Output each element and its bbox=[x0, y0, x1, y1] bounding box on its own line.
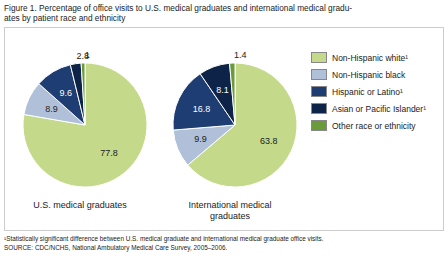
html-text:Other race or ethnicity: Other race or ethnicity bbox=[332, 120, 416, 131]
html-text:ates by patient race and ethni: ates by patient race and ethnicity bbox=[4, 13, 126, 23]
html-text:SOURCE: CDC/NCHS, National Amb: SOURCE: CDC/NCHS, National Ambulatory Me… bbox=[4, 244, 228, 251]
svg-text:8.9: 8.9 bbox=[45, 104, 58, 114]
html-text:Hispanic or Latino¹: Hispanic or Latino¹ bbox=[332, 86, 403, 97]
html-text:Non-Hispanic white¹: Non-Hispanic white¹ bbox=[332, 52, 409, 63]
svg-text:2.8: 2.8 bbox=[76, 51, 89, 61]
html-text:¹Statistically significant dif: ¹Statistically significant difference be… bbox=[4, 235, 324, 242]
svg-text:63.8: 63.8 bbox=[260, 136, 278, 146]
html-text:U.S. medical graduates: U.S. medical graduates bbox=[33, 200, 127, 210]
html-text:International medical: International medical bbox=[188, 200, 272, 210]
svg-text:16.8: 16.8 bbox=[193, 104, 211, 114]
svg-text:9.6: 9.6 bbox=[60, 88, 73, 98]
svg-text:8.1: 8.1 bbox=[216, 85, 229, 95]
html-text:Non-Hispanic black: Non-Hispanic black bbox=[332, 69, 406, 80]
html-text:Figure 1. Percentage of office: Figure 1. Percentage of office visits to… bbox=[4, 3, 352, 13]
svg-text:9.9: 9.9 bbox=[194, 134, 207, 144]
svg-text:1: 1 bbox=[85, 50, 90, 60]
html-text:Asian or Pacific Islander¹: Asian or Pacific Islander¹ bbox=[332, 103, 426, 114]
html-text:graduates: graduates bbox=[210, 211, 250, 221]
svg-text:77.8: 77.8 bbox=[100, 148, 118, 158]
svg-text:1.4: 1.4 bbox=[234, 50, 247, 60]
